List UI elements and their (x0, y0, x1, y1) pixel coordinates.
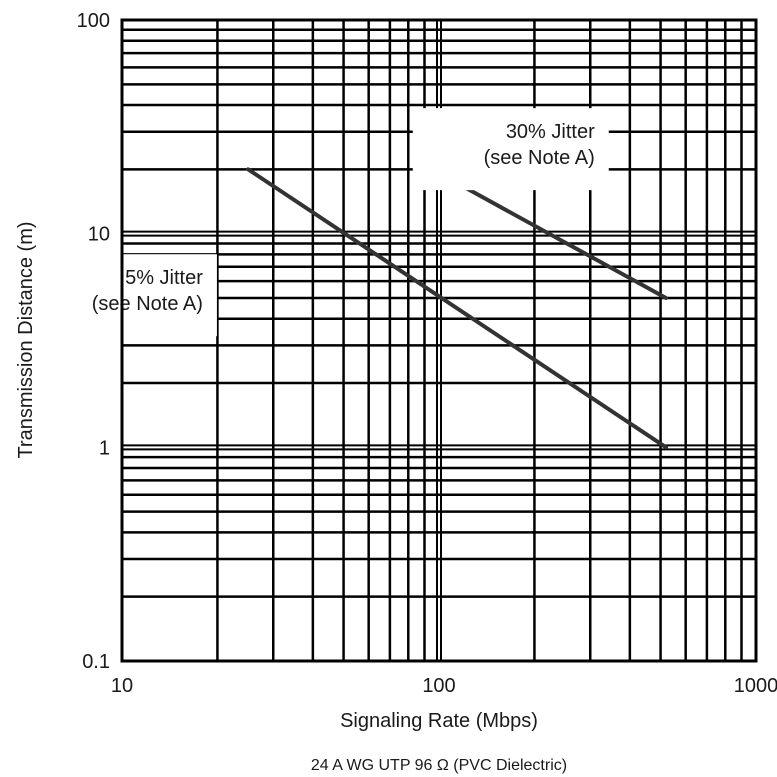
annotation-text-2: 30% Jitter (506, 121, 595, 143)
annotations: 5% Jitter (see Note A) 30% Jitter (see Note… (20, 108, 609, 337)
series-line-1 (246, 167, 668, 450)
grid (122, 20, 756, 661)
x-axis-label: Signaling Rate (Mbps) (340, 710, 538, 732)
annotation-text-1: 5% Jitter (125, 267, 203, 289)
y-axis-label: Transmission Distance (m) (15, 221, 37, 458)
annotation-text-1: (see Note A) (92, 293, 203, 315)
x-tick-label: 100 (422, 675, 455, 697)
annotation-bg-1 (20, 254, 217, 337)
tick-labels: 10 100 1000 0.1 1 10 100 (77, 10, 777, 697)
series-group (246, 167, 668, 450)
annotation-bg-2 (412, 108, 609, 191)
y-tick-label: 1 (99, 437, 110, 459)
x-tick-label: 10 (111, 675, 133, 697)
y-tick-label: 100 (77, 10, 110, 32)
annotation-text-2: (see Note A) (484, 147, 595, 169)
plot-frame (120, 18, 758, 663)
chart-caption: 24 A WG UTP 96 Ω (PVC Dielectric) (311, 757, 567, 774)
y-tick-label: 0.1 (82, 651, 110, 673)
y-tick-label: 10 (88, 224, 110, 246)
x-tick-label: 1000 (734, 675, 777, 697)
series-line-2 (429, 167, 668, 300)
